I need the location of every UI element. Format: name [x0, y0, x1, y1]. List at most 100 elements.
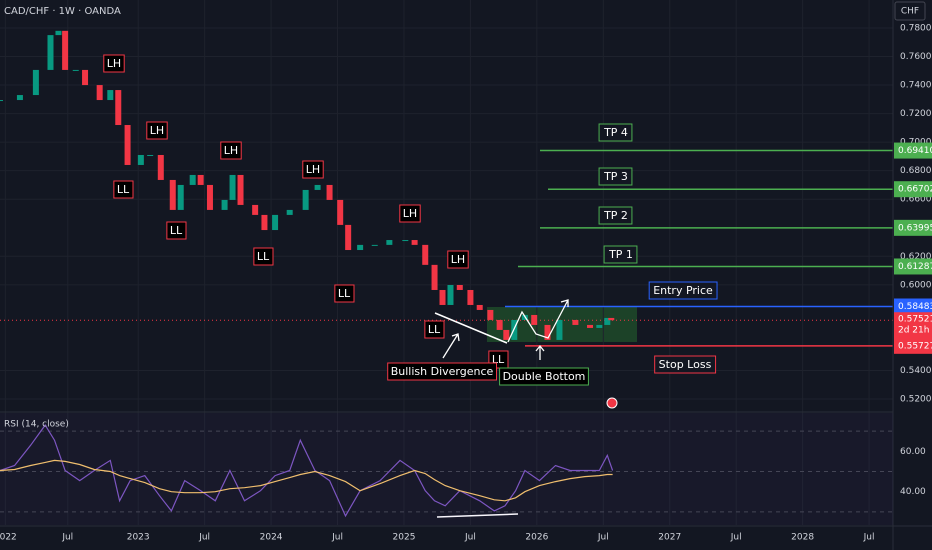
candle	[286, 209, 293, 215]
level-price-label: 0.55727	[898, 341, 932, 351]
annotation: LH	[150, 124, 164, 137]
marks	[0, 30, 893, 518]
candle	[556, 319, 563, 340]
last-price-label: 0.57521	[898, 315, 932, 325]
candle	[177, 184, 184, 210]
candle	[221, 199, 228, 210]
chart-title: CAD/CHF · 1W · OANDA	[4, 6, 121, 17]
annotation: LH	[451, 253, 465, 266]
x-tick-label: 2024	[260, 533, 283, 543]
level-name-box	[598, 206, 633, 225]
annotation-box	[103, 54, 125, 73]
annotation: LH	[107, 57, 121, 70]
candle	[608, 317, 615, 321]
candle	[587, 324, 594, 328]
annotation: LH	[224, 144, 238, 157]
candle	[411, 240, 418, 245]
candle	[147, 154, 154, 156]
x-tick-label: 2028	[791, 533, 814, 543]
candle	[337, 199, 344, 225]
x-tick-label: Jul	[331, 533, 343, 543]
candle	[137, 154, 144, 165]
rsi-title: RSI (14, close)	[4, 420, 69, 430]
pattern-path	[507, 299, 569, 343]
annotation-box	[220, 141, 242, 160]
level-price-box	[894, 337, 932, 354]
annotation-box	[146, 121, 168, 140]
candle	[55, 30, 62, 36]
candle	[124, 125, 131, 165]
candle	[467, 289, 474, 305]
level-price-box	[894, 181, 932, 198]
candle	[326, 184, 333, 200]
candle	[229, 174, 236, 200]
annotation-box	[399, 204, 421, 223]
y-tick-label: 60.00	[900, 447, 926, 457]
grid	[0, 0, 893, 525]
x-tick-label: Jul	[61, 533, 73, 543]
level-name: Entry Price	[653, 284, 713, 297]
x-tick-label: Jul	[863, 533, 875, 543]
annotation: Double Bottom	[503, 370, 586, 383]
divergence-line	[434, 312, 508, 344]
candle	[302, 189, 309, 210]
level-name-box	[603, 245, 638, 264]
level-name: TP 1	[608, 248, 633, 261]
level-name-box	[654, 355, 717, 374]
level-name-box	[598, 167, 633, 186]
candle	[252, 204, 259, 215]
countdown: 2d 21h	[898, 326, 929, 336]
x-tick-label: Jul	[198, 533, 210, 543]
level-name: TP 2	[603, 209, 628, 222]
candle	[197, 174, 204, 185]
currency-box	[894, 1, 926, 21]
annotation-box	[499, 367, 589, 386]
level-name-box	[598, 123, 633, 142]
annotation: LH	[403, 207, 417, 220]
candle	[431, 264, 438, 290]
level-price-box	[894, 219, 932, 236]
candle	[169, 179, 176, 210]
x-tick-label: 2027	[658, 533, 681, 543]
annotation-box	[253, 247, 274, 266]
candle	[422, 244, 429, 265]
x-tick-label: Jul	[597, 533, 609, 543]
annotation: LL	[117, 183, 130, 196]
candle	[47, 35, 54, 70]
level-price-label: 0.63995	[898, 223, 932, 233]
candle	[572, 319, 579, 325]
rsi-line	[0, 424, 614, 518]
annotation-box	[334, 284, 355, 303]
level-price-box	[894, 298, 932, 315]
level-price-box	[894, 142, 932, 159]
annotation-box	[387, 362, 498, 381]
rsi-band	[0, 413, 893, 525]
x-tick-label: 2025	[393, 533, 416, 543]
arrow	[442, 333, 460, 359]
candle	[371, 244, 378, 246]
candle	[386, 240, 393, 245]
candle	[0, 100, 3, 102]
level-price-label: 0.58483	[898, 302, 932, 312]
candle	[357, 244, 364, 251]
candle	[345, 224, 352, 251]
candle	[115, 90, 122, 126]
rsi-line	[0, 459, 613, 502]
last-price-box	[894, 312, 932, 339]
candle	[206, 184, 213, 210]
candle	[96, 85, 103, 101]
level-price-box	[894, 258, 932, 275]
candle	[189, 174, 196, 185]
level-price-label: 0.69410	[898, 146, 932, 156]
candle	[503, 329, 510, 340]
event-icon	[606, 397, 618, 409]
